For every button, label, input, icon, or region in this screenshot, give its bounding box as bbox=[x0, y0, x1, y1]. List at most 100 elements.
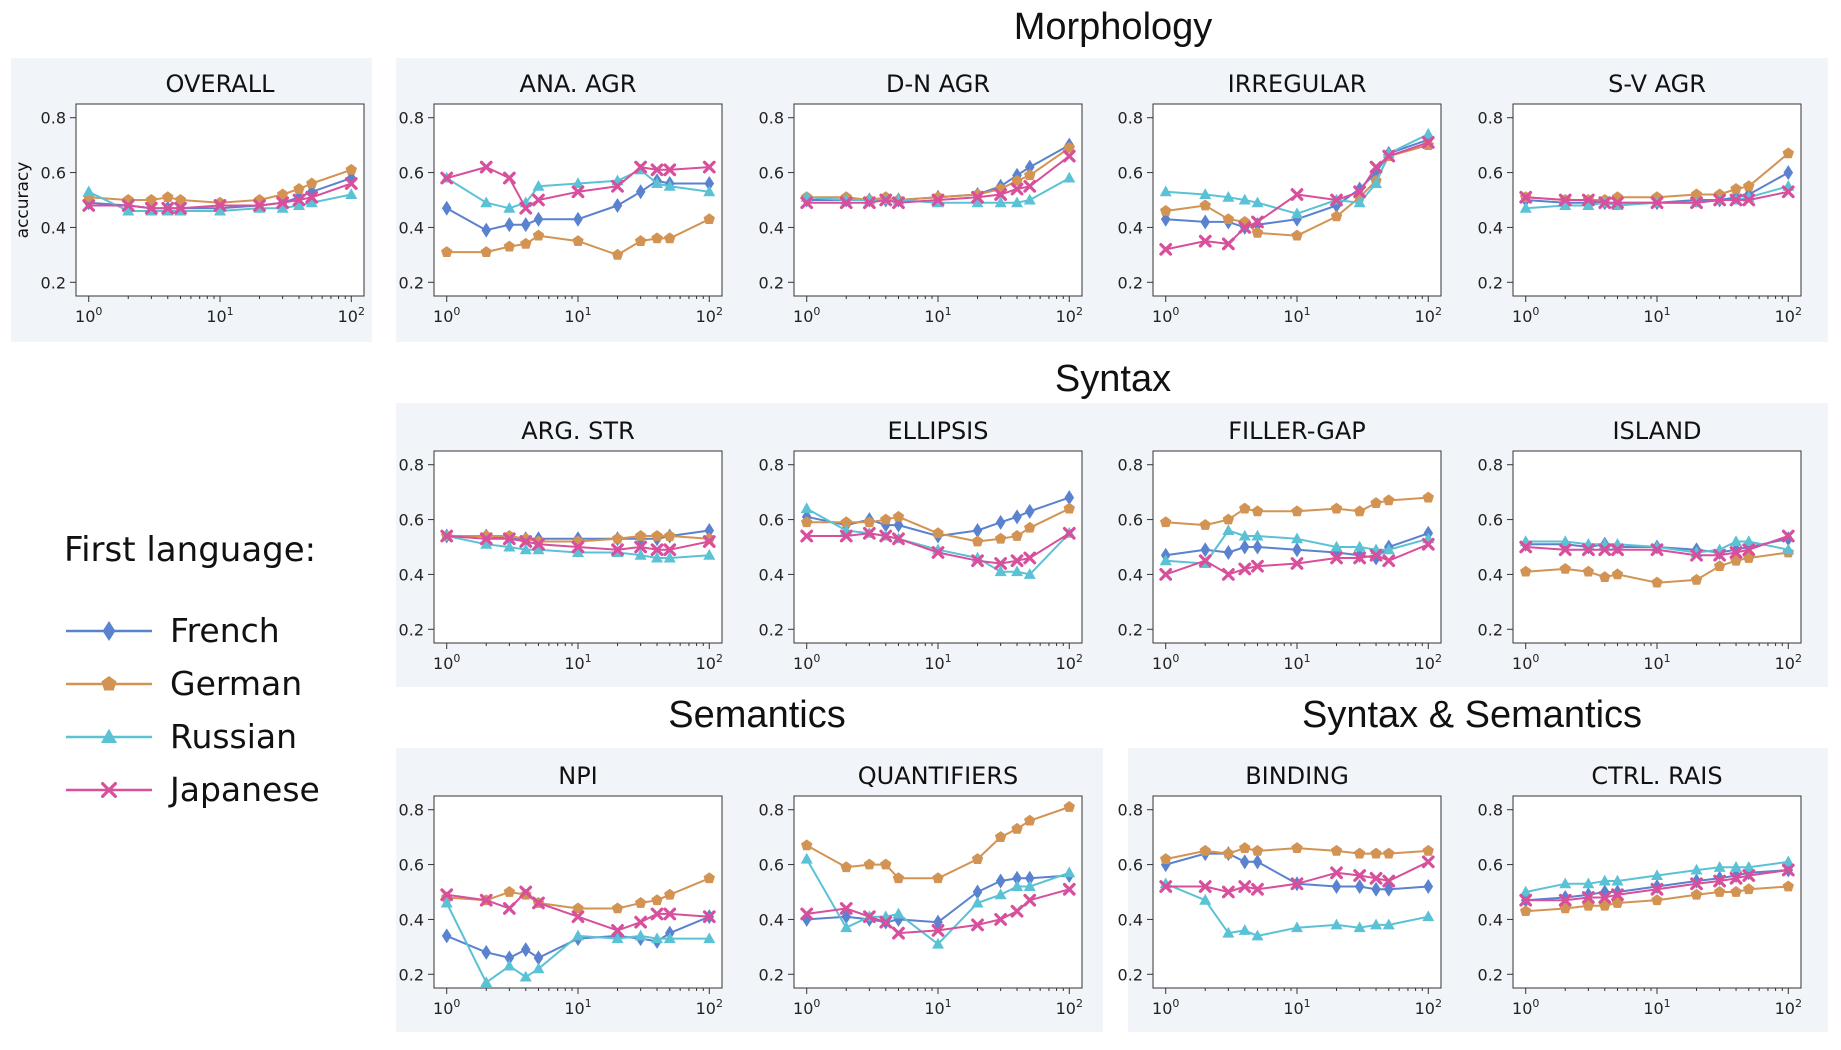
data-point bbox=[800, 196, 814, 210]
data-point bbox=[1650, 882, 1664, 896]
y-tick-label: 0.8 bbox=[1478, 801, 1503, 820]
y-tick-label: 0.4 bbox=[399, 218, 424, 237]
series-japanese bbox=[1159, 855, 1435, 899]
y-tick-label: 0.2 bbox=[41, 273, 66, 292]
data-point bbox=[651, 530, 663, 541]
data-point bbox=[1370, 847, 1382, 859]
x-tick-label: 100 bbox=[793, 305, 820, 326]
y-tick-label: 0.2 bbox=[399, 620, 424, 639]
data-point bbox=[664, 530, 676, 541]
data-point bbox=[1558, 893, 1572, 907]
data-point bbox=[1199, 188, 1212, 200]
x-tick-label: 102 bbox=[1056, 305, 1083, 326]
y-tick-label: 0.8 bbox=[759, 456, 784, 475]
data-point bbox=[1238, 221, 1252, 234]
data-point bbox=[1010, 182, 1024, 196]
data-point bbox=[572, 902, 584, 914]
data-point bbox=[480, 976, 493, 988]
x-tick-label: 100 bbox=[433, 652, 460, 673]
data-point bbox=[305, 190, 319, 204]
data-point bbox=[611, 532, 624, 544]
data-point bbox=[1742, 861, 1755, 872]
data-point bbox=[144, 201, 158, 215]
legend-marker-russian bbox=[66, 728, 152, 743]
y-tick-label: 0.2 bbox=[399, 965, 424, 984]
legend-label-french: French bbox=[170, 611, 280, 650]
chart-s-v-agr: S-V AGR 0.2 0.4 0.6 0.8 100 101 102 bbox=[1478, 70, 1802, 326]
syntax-title: Syntax bbox=[1054, 358, 1172, 400]
data-point bbox=[441, 928, 452, 944]
series-german bbox=[1160, 491, 1434, 530]
data-point bbox=[1222, 926, 1235, 938]
data-point bbox=[704, 176, 715, 192]
legend-marker-shape bbox=[102, 620, 116, 641]
y-tick-label: 0.2 bbox=[1118, 273, 1143, 292]
data-point bbox=[1370, 918, 1383, 930]
y-tick-label: 0.8 bbox=[399, 109, 424, 128]
data-point bbox=[703, 932, 716, 944]
data-point bbox=[651, 932, 664, 944]
data-point bbox=[611, 932, 624, 944]
data-point bbox=[253, 199, 266, 212]
data-point bbox=[1422, 910, 1435, 922]
data-point bbox=[1238, 924, 1251, 935]
data-point bbox=[994, 532, 1007, 544]
data-point bbox=[1690, 548, 1703, 562]
data-point bbox=[1742, 193, 1756, 207]
data-point bbox=[1581, 891, 1595, 904]
data-point bbox=[479, 893, 493, 907]
data-point bbox=[1251, 529, 1264, 541]
data-point bbox=[862, 526, 876, 540]
legend-label-japanese: Japanese bbox=[170, 770, 320, 809]
data-point bbox=[214, 204, 226, 216]
data-point bbox=[879, 529, 893, 543]
x-tick-label: 102 bbox=[1775, 652, 1802, 673]
data-point bbox=[994, 565, 1007, 577]
data-point bbox=[1011, 174, 1023, 186]
data-point bbox=[1690, 877, 1703, 891]
data-point bbox=[1252, 854, 1263, 870]
data-point bbox=[1330, 918, 1343, 930]
legend-marker-japanese bbox=[66, 781, 152, 798]
data-point bbox=[1331, 879, 1342, 895]
data-point bbox=[862, 196, 876, 210]
data-point bbox=[994, 888, 1007, 900]
data-point bbox=[1353, 196, 1366, 208]
x-tick-label: 101 bbox=[1283, 305, 1310, 326]
data-point bbox=[1024, 503, 1035, 519]
data-point bbox=[634, 530, 647, 541]
data-point bbox=[1290, 557, 1304, 570]
data-point bbox=[635, 184, 646, 200]
data-point bbox=[971, 196, 984, 208]
data-point bbox=[932, 527, 944, 539]
data-point bbox=[1611, 888, 1624, 902]
x-tick-label: 102 bbox=[1415, 305, 1442, 326]
legend-item-german: German bbox=[64, 657, 320, 710]
data-point bbox=[664, 232, 676, 244]
data-point bbox=[1382, 554, 1396, 568]
data-point bbox=[532, 543, 545, 555]
data-point bbox=[532, 537, 545, 551]
data-point bbox=[1382, 918, 1395, 930]
x-tick-label: 101 bbox=[1283, 997, 1310, 1018]
data-point bbox=[1519, 885, 1532, 897]
data-point bbox=[276, 188, 289, 200]
data-point bbox=[702, 535, 716, 548]
data-point bbox=[1063, 800, 1075, 812]
data-point bbox=[1011, 530, 1023, 541]
data-point bbox=[1582, 877, 1595, 889]
series-japanese bbox=[1159, 136, 1435, 256]
data-point bbox=[892, 532, 905, 546]
data-point bbox=[1159, 568, 1173, 581]
x-tick-label: 100 bbox=[1512, 305, 1539, 326]
data-point bbox=[663, 543, 677, 557]
y-tick-label: 0.8 bbox=[399, 456, 424, 475]
data-point bbox=[519, 543, 532, 555]
data-point bbox=[1383, 494, 1395, 506]
data-point bbox=[1011, 822, 1023, 834]
data-point bbox=[479, 160, 493, 174]
data-point bbox=[1559, 562, 1571, 574]
data-point bbox=[1023, 193, 1036, 205]
data-point bbox=[994, 557, 1008, 570]
data-point bbox=[839, 902, 853, 915]
